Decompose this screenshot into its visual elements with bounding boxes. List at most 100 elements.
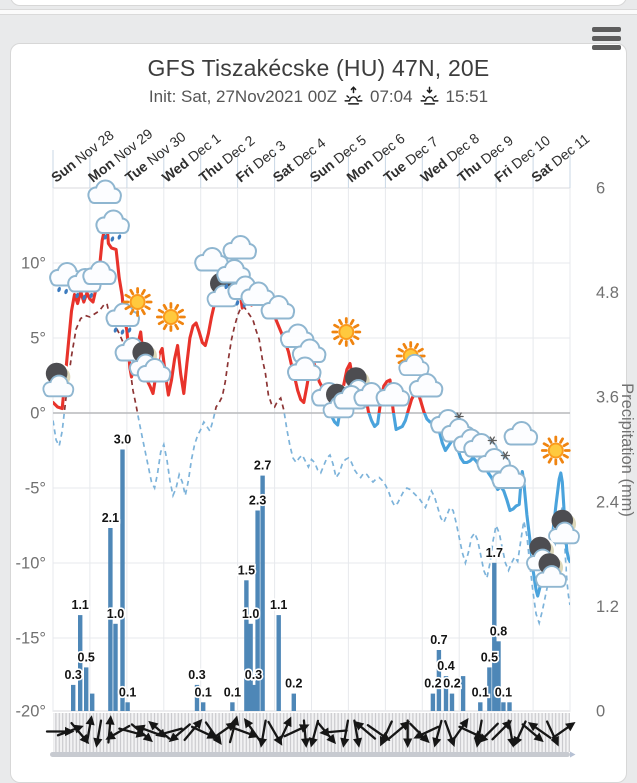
wind-arrow-icon (93, 719, 103, 748)
precip-bar (478, 702, 483, 711)
sun-cloud-icon (395, 341, 430, 377)
precip-value-label: 0.3 (245, 668, 262, 682)
precip-value-label: 0.1 (195, 685, 212, 699)
precip-value-label: 0.2 (443, 677, 460, 691)
precip-tick-label: 3.6 (596, 389, 619, 407)
card-divider (0, 9, 637, 15)
precip-value-label: 2.1 (102, 511, 119, 525)
precip-value-label: 1.0 (107, 607, 124, 621)
precip-tick-label: 1.2 (596, 598, 619, 616)
precip-bar (501, 702, 506, 711)
precip-bar (496, 641, 501, 711)
wind-arrow-icon (413, 725, 440, 739)
precip-bar (108, 528, 113, 711)
precip-axis-title: Precipitation (mm) (618, 383, 636, 517)
temp-tick-label: 0° (30, 405, 46, 423)
precip-value-label: 0.4 (437, 659, 454, 673)
scrollbar[interactable] (50, 751, 576, 758)
precip-bar (113, 623, 118, 711)
menu-button[interactable] (588, 23, 625, 54)
sun-icon (122, 287, 153, 317)
sunset-time: 15:51 (445, 86, 489, 106)
cloud-icon (375, 382, 411, 407)
wind-arrow-icon (130, 723, 153, 743)
precip-bar (260, 475, 265, 711)
moon-cloud-icon (535, 553, 567, 588)
moon-cloud-icon (548, 509, 580, 545)
precip-value-label: 0.8 (490, 624, 507, 638)
scrollbar-arrow-icon (570, 751, 576, 758)
cloud-icon (87, 179, 122, 204)
wind-arrow-icon (403, 719, 413, 748)
wind-arrow-icon (432, 719, 443, 748)
precip-value-label: 3.0 (114, 433, 131, 447)
precip-value-label: 1.5 (238, 563, 255, 577)
wind-arrow-icon (527, 722, 552, 739)
cloud-icon (240, 281, 275, 306)
wind-arrow-icon (352, 719, 363, 748)
precip-bar (78, 615, 83, 711)
precip-bar (487, 667, 492, 711)
precip-bar (507, 702, 512, 711)
precip-value-label: 1.1 (72, 598, 89, 612)
precip-value-label: 0.2 (285, 677, 302, 691)
precip-bar (291, 693, 296, 711)
temp-tick-label: -15° (16, 630, 46, 648)
precip-tick-label: 0 (596, 703, 605, 721)
precip-value-label: 2.3 (249, 494, 266, 508)
wind-arrow-icon (340, 719, 350, 748)
wind-arrow-icon (85, 715, 95, 744)
precip-bar (194, 684, 200, 711)
precip-tick-label: 6 (596, 180, 605, 198)
wind-arrow-icon (308, 719, 320, 748)
precip-bar (430, 693, 436, 711)
precip-value-label: 0.5 (481, 650, 498, 664)
wind-arrow-icon (300, 719, 311, 748)
temp-tick-label: -5° (25, 480, 46, 498)
precip-bar (120, 449, 125, 711)
precip-bar (90, 693, 95, 711)
wind-arrow-icon (155, 727, 183, 738)
precip-tick-label: 2.4 (596, 493, 619, 511)
precip-bar (492, 562, 497, 711)
precip-tick-label: 4.8 (596, 284, 619, 302)
precip-bar (125, 702, 130, 711)
precip-value-label: 0.3 (65, 668, 82, 682)
precip-value-label: 0.1 (224, 685, 241, 699)
precip-value-label: 0.2 (424, 677, 441, 691)
precip-value-label: 1.0 (242, 607, 259, 621)
wind-arrow-icon (243, 717, 261, 742)
sun-icon (155, 302, 186, 332)
cloud-icon (408, 373, 444, 398)
wind-band (45, 713, 576, 752)
sun-icon (540, 435, 571, 466)
precip-bar (460, 676, 466, 711)
moon-cloud-icon (42, 362, 75, 398)
wind-arrow-icon (545, 720, 559, 747)
wind-arrow-icon (353, 720, 377, 740)
temp-tick-label: 5° (30, 330, 46, 348)
precip-value-label: 0.1 (119, 685, 136, 699)
precip-value-label: 0.5 (78, 650, 95, 664)
precip-value-label: 1.1 (270, 598, 287, 612)
precip-bar (251, 684, 256, 711)
wind-arrow-icon (551, 722, 576, 739)
sunset-icon (419, 86, 440, 107)
precip-value-label: 0.7 (430, 633, 447, 647)
precip-bar (71, 684, 76, 711)
precip-value-label: 1.7 (486, 546, 503, 560)
wind-arrow-icon (204, 721, 222, 746)
cloud-icon (491, 464, 526, 489)
cloud-icon (82, 260, 117, 285)
precip-bar (449, 693, 455, 711)
precip-bar (248, 623, 253, 711)
precip-value-label: 0.1 (495, 685, 512, 699)
hamburger-icon (592, 27, 621, 32)
precip-bar (436, 650, 442, 711)
precip-bars (71, 449, 512, 712)
precip-bar (230, 702, 235, 711)
precip-value-label: 2.7 (254, 459, 271, 473)
precip-bar (443, 676, 449, 711)
